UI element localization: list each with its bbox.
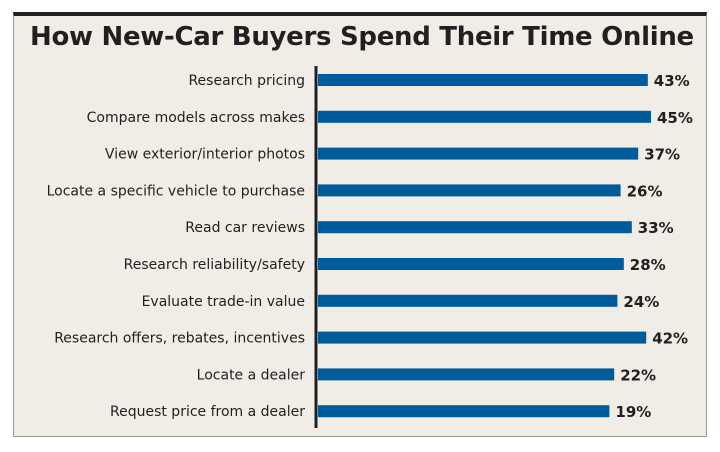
category-label: Locate a dealer xyxy=(197,367,306,383)
category-label: Compare models across makes xyxy=(87,110,305,126)
category-label: Research offers, rebates, incentives xyxy=(54,331,305,347)
category-label: Locate a specific vehicle to purchase xyxy=(47,183,305,199)
value-label: 22% xyxy=(620,366,656,384)
value-label: 24% xyxy=(623,293,659,311)
bar xyxy=(318,368,615,381)
bar xyxy=(318,74,648,86)
bar xyxy=(318,405,610,418)
bar xyxy=(318,110,651,123)
category-label: Research reliability/safety xyxy=(124,257,305,273)
bar xyxy=(318,221,632,234)
bar xyxy=(318,147,639,160)
bar xyxy=(318,184,621,197)
value-label: 43% xyxy=(654,72,690,90)
category-label: Research pricing xyxy=(188,73,305,89)
value-label: 42% xyxy=(652,330,688,348)
bar xyxy=(318,331,647,344)
bar xyxy=(318,294,618,307)
value-label: 45% xyxy=(657,109,693,127)
value-label: 37% xyxy=(644,146,680,164)
category-label: Evaluate trade-in value xyxy=(142,294,305,310)
value-label: 26% xyxy=(627,182,663,200)
value-label: 19% xyxy=(615,403,651,421)
value-label: 28% xyxy=(630,256,666,274)
category-label: Request price from a dealer xyxy=(110,404,305,420)
value-label: 33% xyxy=(638,219,674,237)
category-label: Read car reviews xyxy=(185,220,305,236)
chart-title: How New-Car Buyers Spend Their Time Onli… xyxy=(30,22,694,52)
bar xyxy=(318,258,624,270)
category-label: View exterior/interior photos xyxy=(105,147,305,163)
